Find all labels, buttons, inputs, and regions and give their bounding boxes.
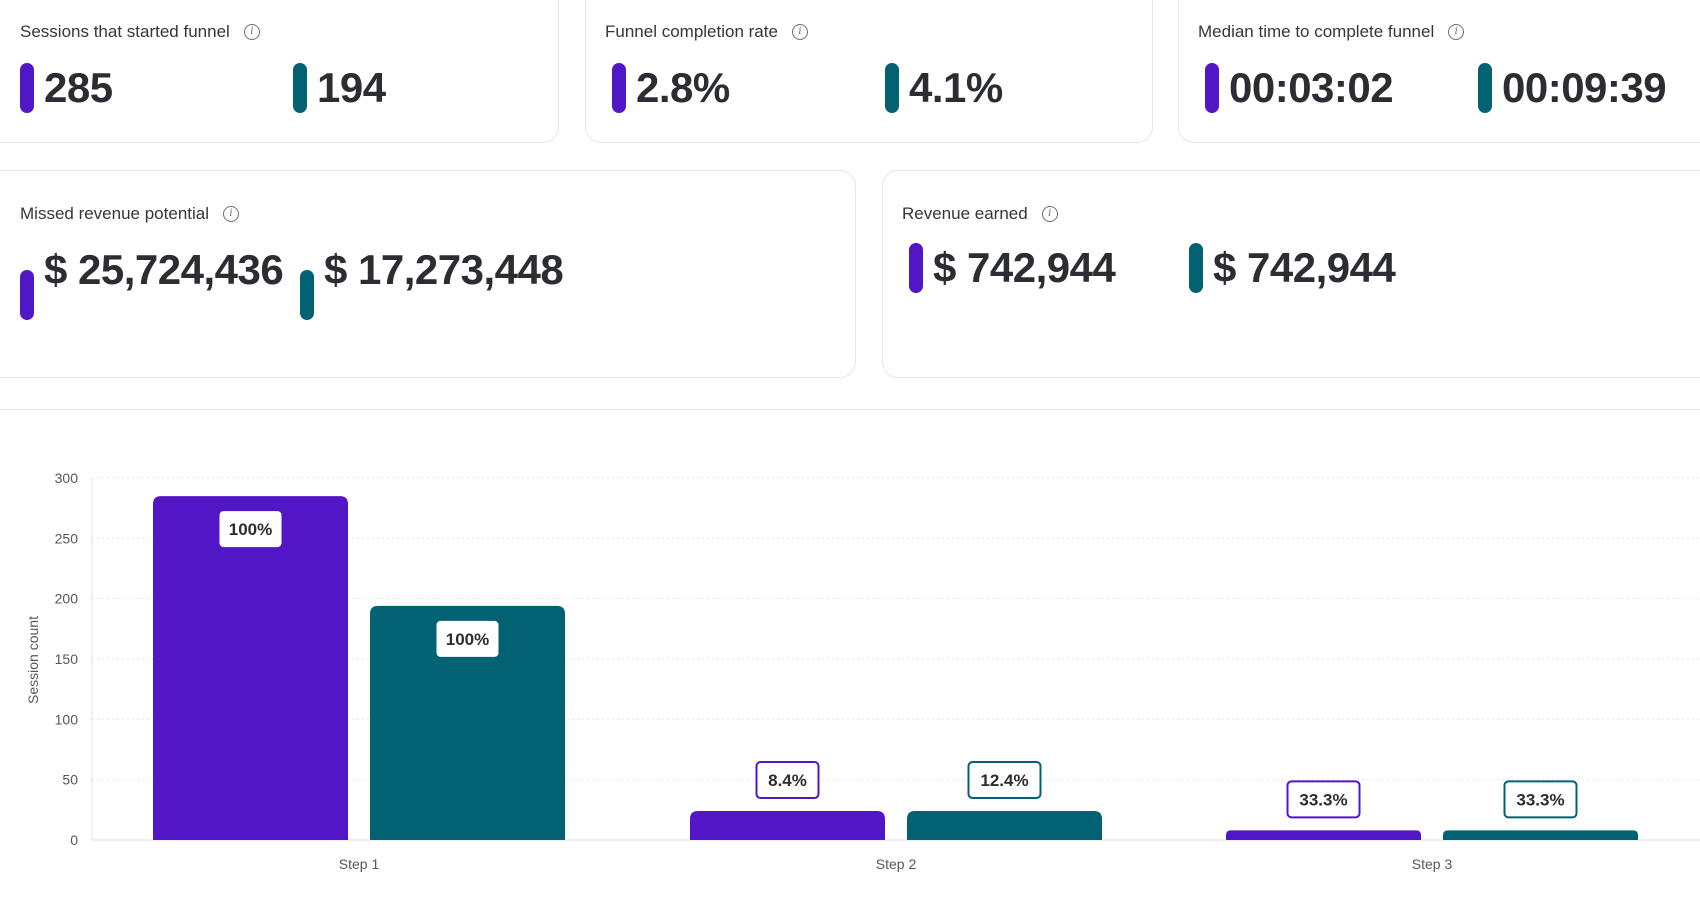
bar-b [1443,830,1638,840]
info-icon[interactable]: i [1448,24,1465,40]
x-tick-label: Step 1 [339,856,380,872]
x-tick-label: Step 3 [1412,856,1453,872]
data-label: 100% [229,520,272,539]
metric-value-b: 194 [317,64,386,111]
data-label-box [219,511,282,548]
y-tick-label: 150 [55,651,79,667]
funnel-chart-panel [0,409,1700,900]
series-b-indicator [300,270,314,320]
series-b-indicator [1189,243,1203,293]
bar-b [370,605,565,840]
metric-value-a: 00:03:02 [1229,64,1394,111]
bar-a [690,811,885,840]
data-label: 33.3% [1299,790,1347,809]
data-label: 33.3% [1516,790,1564,809]
data-label-box [1286,780,1361,819]
info-icon[interactable]: i [243,24,260,40]
revenue-earned-card: Revenue earned i $ 742,944 $ 742,944 [882,170,1700,378]
card-title: Revenue earned [902,204,1028,223]
sessions-card: Sessions that started funnel i 285 194 [0,0,559,143]
data-label: 8.4% [768,771,807,790]
card-title: Sessions that started funnel [20,22,230,41]
metric-value-b: 00:09:39 [1502,64,1667,111]
data-label: 100% [446,630,489,649]
metric-value-a: 2.8% [636,64,730,111]
card-title: Median time to complete funnel [1198,22,1435,41]
x-tick-label: Step 2 [876,856,917,872]
y-tick-label: 50 [62,772,78,788]
series-a-indicator [1205,63,1219,113]
data-label-box [1503,780,1578,819]
card-title: Funnel completion rate [605,22,778,41]
series-a-indicator [612,63,626,113]
info-icon[interactable]: i [791,24,808,40]
metric-value-b: $ 742,944 [1213,244,1396,291]
info-icon[interactable]: i [1041,206,1058,222]
median-time-card: Median time to complete funnel i 00:03:02… [1178,0,1700,143]
series-a-indicator [909,243,923,293]
y-tick-label: 200 [55,591,79,607]
y-tick-label: 100 [55,711,79,727]
metric-value-a: 285 [44,64,113,111]
bar-b [907,811,1102,840]
series-a-indicator [20,270,34,320]
metric-value-a: $ 742,944 [933,244,1116,291]
data-label-box [436,620,499,657]
series-a-indicator [20,63,34,113]
completion-card: Funnel completion rate i 2.8% 4.1% [585,0,1153,143]
info-icon[interactable]: i [223,206,240,222]
data-label-box [755,761,820,800]
y-tick-label: 0 [70,832,78,848]
data-label: 12.4% [980,771,1028,790]
y-tick-label: 300 [55,470,79,486]
bar-a [1226,830,1421,840]
series-b-indicator [293,63,307,113]
series-b-indicator [885,63,899,113]
metric-value-b: 4.1% [909,64,1003,111]
y-axis-label: Session count [25,616,41,704]
data-label-box [967,761,1042,800]
series-b-indicator [1478,63,1492,113]
y-tick-label: 250 [55,530,79,546]
bar-a [153,496,348,840]
card-title: Missed revenue potential [20,204,210,223]
metric-value-a: $ 25,724,436 [44,246,284,293]
missed-revenue-card: Missed revenue potential i $ 25,724,436 $… [0,170,856,378]
metric-value-b: $ 17,273,448 [324,246,564,293]
